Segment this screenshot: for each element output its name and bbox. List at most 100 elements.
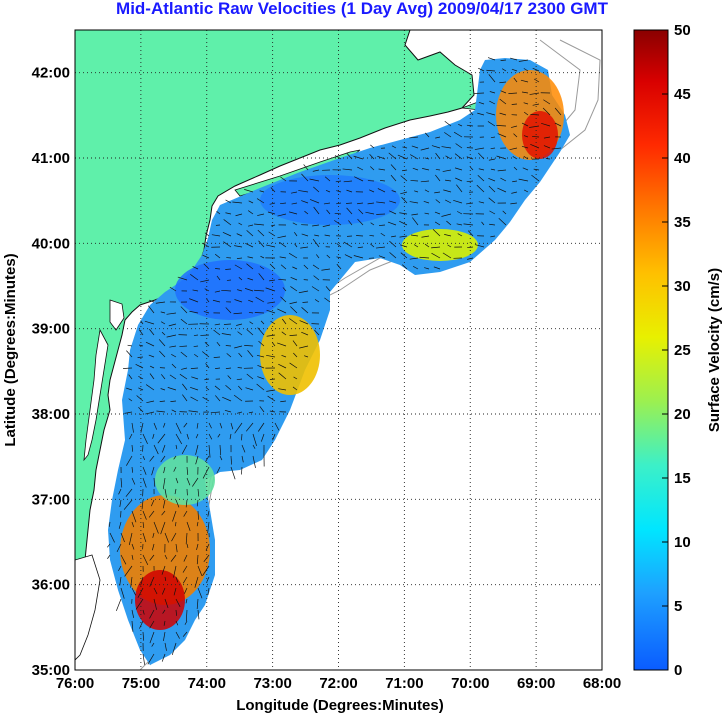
velocity-vector	[152, 433, 155, 439]
velocity-vector	[107, 554, 111, 559]
velocity-vector	[282, 287, 287, 292]
velocity-vector	[520, 79, 529, 83]
velocity-vector	[204, 378, 210, 381]
velocity-vector	[131, 477, 136, 485]
velocity-vector	[435, 174, 441, 182]
velocity-vector	[254, 289, 265, 292]
velocity-vector	[107, 543, 111, 548]
velocity-vector	[512, 156, 518, 160]
plot-frame	[74, 29, 603, 671]
velocity-vector	[478, 168, 485, 171]
velocity-vector	[377, 155, 386, 160]
velocity-vector	[551, 147, 562, 150]
velocity-vector	[181, 444, 188, 455]
velocity-vector	[216, 466, 221, 474]
velocity-vector	[513, 166, 518, 171]
velocity-vector	[334, 220, 342, 226]
velocity-vector	[169, 345, 177, 348]
velocity-vector	[554, 122, 562, 127]
velocity-vector	[474, 244, 485, 248]
velocity-vector	[523, 156, 529, 160]
velocity-vector	[142, 532, 147, 543]
velocity-vector	[512, 180, 518, 183]
velocity-vector	[142, 554, 149, 566]
velocity-vector	[257, 376, 265, 380]
velocity-vector	[309, 199, 320, 204]
velocity-vector	[195, 455, 199, 465]
colorbar-tick-label: 40	[674, 150, 691, 167]
velocity-vector	[336, 243, 342, 248]
velocity-vector	[289, 301, 298, 305]
velocity-vector	[292, 340, 298, 347]
velocity-vector	[196, 554, 199, 565]
velocity-vector	[119, 499, 122, 507]
velocity-vector	[236, 233, 243, 237]
velocity-vector	[120, 587, 125, 599]
velocity-vector	[189, 310, 199, 314]
velocity-vector	[348, 220, 353, 226]
velocity-vector	[148, 354, 155, 358]
velocity-vector	[443, 189, 452, 193]
velocity-vector	[441, 213, 452, 217]
velocity-vector	[292, 386, 298, 391]
velocity-vector	[148, 510, 155, 518]
velocity-vector	[185, 598, 188, 604]
velocity-vector	[149, 365, 155, 369]
velocity-vector	[153, 587, 158, 595]
velocity-vector	[257, 365, 265, 369]
colorbar-tick-label: 20	[674, 406, 691, 423]
velocity-vector	[367, 202, 375, 205]
colorbar-tick-label: 0	[674, 662, 682, 679]
velocity-vector	[432, 229, 441, 237]
velocity-vector	[259, 406, 265, 413]
velocity-vector	[225, 199, 232, 204]
velocity-vector	[523, 68, 529, 72]
velocity-vector	[163, 631, 166, 642]
velocity-vector	[410, 154, 419, 160]
velocity-vector	[413, 244, 419, 248]
velocity-vector	[259, 190, 265, 193]
velocity-vector	[138, 407, 144, 413]
velocity-vector	[277, 235, 287, 239]
velocity-vector	[183, 554, 188, 562]
velocity-vector	[142, 609, 145, 615]
velocity-vector	[183, 422, 188, 428]
velocity-vector	[344, 254, 353, 259]
velocity-vector	[188, 410, 199, 413]
velocity-vector	[192, 266, 199, 270]
velocity-vector	[254, 223, 265, 226]
colorbar-tick-label: 50	[674, 22, 691, 39]
velocity-vector	[131, 521, 135, 528]
velocity-vector	[293, 376, 298, 380]
y-tick-label: 37:00	[32, 491, 70, 508]
velocity-vector	[431, 145, 441, 149]
velocity-vector	[277, 308, 287, 314]
velocity-vector	[466, 202, 474, 205]
velocity-vector	[238, 352, 243, 358]
velocity-vector	[191, 376, 199, 380]
velocity-vector	[202, 466, 210, 479]
velocity-vector	[389, 252, 397, 259]
velocity-vector	[139, 620, 144, 629]
velocity-vector	[370, 222, 375, 226]
velocity-vector	[301, 331, 309, 336]
velocity-vector	[129, 433, 133, 440]
velocity-vectors	[107, 57, 562, 665]
velocity-vector	[521, 122, 529, 127]
velocity-vector	[216, 275, 221, 281]
velocity-vector	[207, 521, 210, 534]
velocity-vector	[304, 210, 309, 215]
colorbar-tick-label: 10	[674, 534, 691, 551]
velocity-vector	[118, 488, 122, 495]
velocity-vector	[194, 576, 199, 588]
velocity-vector	[175, 499, 180, 508]
velocity-vector	[173, 587, 177, 596]
velocity-vector	[162, 477, 166, 490]
velocity-vector	[335, 180, 342, 183]
chesapeake-bay	[83, 328, 109, 462]
velocity-vector	[488, 185, 496, 193]
velocity-vector	[225, 384, 232, 391]
velocity-vector	[225, 307, 232, 314]
velocity-vector	[378, 255, 386, 259]
velocity-vector	[476, 184, 485, 193]
